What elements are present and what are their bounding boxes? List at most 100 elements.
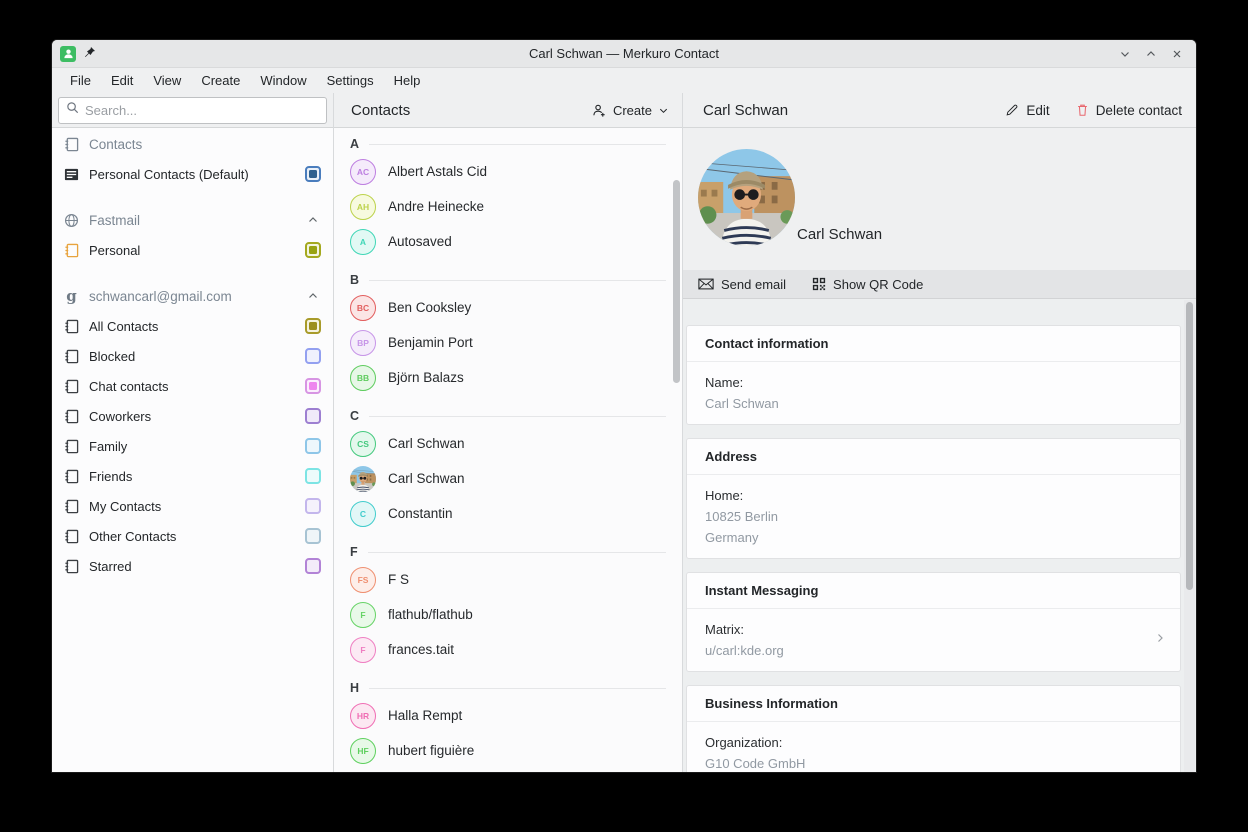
contact-list-item[interactable]: FS F S bbox=[334, 562, 682, 597]
collection-checkbox[interactable] bbox=[305, 468, 321, 484]
chevron-up-icon[interactable] bbox=[304, 288, 321, 305]
minimize-button[interactable] bbox=[1116, 45, 1134, 63]
sidebar-item-label: Personal bbox=[89, 242, 141, 258]
address-book-icon bbox=[63, 498, 80, 515]
send-email-button[interactable]: Send email bbox=[698, 277, 786, 292]
envelope-icon bbox=[698, 278, 714, 290]
address-book-orange-icon bbox=[63, 242, 80, 259]
contact-list-item[interactable]: AC Albert Astals Cid bbox=[334, 154, 682, 189]
contact-list-item[interactable]: BP Benjamin Port bbox=[334, 325, 682, 360]
detail-card: Contact information Name: Carl Schwan bbox=[686, 325, 1181, 425]
create-button-label: Create bbox=[612, 102, 652, 118]
contact-list-item[interactable]: HR Halla Rempt bbox=[334, 698, 682, 733]
sidebar-item[interactable]: Blocked bbox=[52, 341, 333, 371]
chevron-up-icon[interactable] bbox=[304, 212, 321, 229]
collection-checkbox[interactable] bbox=[305, 348, 321, 364]
collection-checkbox[interactable] bbox=[305, 242, 321, 258]
detail-scrollbar[interactable] bbox=[1186, 302, 1193, 590]
sidebar-group-header[interactable]: g schwancarl@gmail.com bbox=[52, 281, 333, 311]
trash-icon bbox=[1077, 104, 1087, 116]
sidebar-item-label: Blocked bbox=[89, 348, 136, 364]
delete-contact-button[interactable]: Delete contact bbox=[1076, 103, 1182, 118]
section-letter: C bbox=[350, 409, 360, 423]
detail-title: Carl Schwan bbox=[703, 101, 789, 119]
contact-name-label: flathub/flathub bbox=[388, 607, 473, 622]
detail-card: Address Home: 10825 Berlin Germany bbox=[686, 438, 1181, 559]
contact-initials-avatar: F bbox=[350, 601, 376, 628]
app-window: Carl Schwan — Merkuro Contact File Edit Vi… bbox=[52, 40, 1196, 772]
detail-card-title: Address bbox=[687, 439, 1180, 475]
pin-icon[interactable] bbox=[84, 45, 96, 63]
collection-checkbox[interactable] bbox=[305, 558, 321, 574]
sidebar-item-label: Personal Contacts (Default) bbox=[89, 166, 249, 182]
field-value: Germany bbox=[705, 530, 759, 545]
collection-checkbox[interactable] bbox=[305, 528, 321, 544]
contact-list-item[interactable]: AH Andre Heinecke bbox=[334, 189, 682, 224]
contact-name-label: Björn Balazs bbox=[388, 370, 464, 385]
contact-name-label: Halla Rempt bbox=[388, 708, 463, 723]
search-input[interactable] bbox=[85, 102, 319, 118]
sidebar-group-header[interactable]: Contacts bbox=[52, 129, 333, 159]
create-button[interactable]: Create bbox=[592, 103, 669, 118]
contact-list-item[interactable]: BB Björn Balazs bbox=[334, 360, 682, 395]
search-box[interactable] bbox=[58, 96, 327, 124]
detail-field[interactable]: Matrix: u/carl:kde.org bbox=[687, 609, 1180, 671]
menu-item-window[interactable]: Window bbox=[260, 73, 307, 88]
sidebar-item[interactable]: Personal Contacts (Default) bbox=[52, 159, 333, 189]
menu-item-create[interactable]: Create bbox=[201, 73, 241, 88]
address-book-icon bbox=[63, 558, 80, 575]
sidebar-item[interactable]: All Contacts bbox=[52, 311, 333, 341]
menu-item-help[interactable]: Help bbox=[393, 73, 421, 88]
maximize-button[interactable] bbox=[1142, 45, 1160, 63]
collection-checkbox[interactable] bbox=[305, 408, 321, 424]
detail-card-title: Business Information bbox=[687, 686, 1180, 722]
sidebar-item[interactable]: Personal bbox=[52, 235, 333, 265]
sidebar-item-label: My Contacts bbox=[89, 498, 162, 514]
sidebar-group-label: schwancarl@gmail.com bbox=[89, 288, 232, 304]
collection-checkbox[interactable] bbox=[305, 318, 321, 334]
contact-initials-avatar: BC bbox=[350, 294, 376, 321]
contact-list-item[interactable]: HF hubert figuière bbox=[334, 733, 682, 768]
sidebar-item[interactable]: Starred bbox=[52, 551, 333, 581]
sidebar-item[interactable]: Chat contacts bbox=[52, 371, 333, 401]
contact-toolbar: Send email Show QR Code bbox=[683, 270, 1196, 299]
sidebar-item-label: Friends bbox=[89, 468, 133, 484]
contact-list-item[interactable]: CS Carl Schwan bbox=[334, 426, 682, 461]
contact-list-item[interactable]: C Constantin bbox=[334, 496, 682, 531]
field-value: G10 Code GmbH bbox=[705, 756, 806, 771]
collection-checkbox[interactable] bbox=[305, 438, 321, 454]
sidebar-item[interactable]: Other Contacts bbox=[52, 521, 333, 551]
window-title: Carl Schwan — Merkuro Contact bbox=[528, 46, 719, 61]
sidebar-item[interactable]: My Contacts bbox=[52, 491, 333, 521]
contact-list-item[interactable]: Carl Schwan bbox=[334, 461, 682, 496]
detail-card: Business Information Organization: G10 Cod… bbox=[686, 685, 1181, 772]
contacts-scrollbar[interactable] bbox=[673, 180, 680, 383]
menu-item-file[interactable]: File bbox=[70, 73, 91, 88]
collection-checkbox[interactable] bbox=[305, 498, 321, 514]
contact-list-item[interactable]: BC Ben Cooksley bbox=[334, 290, 682, 325]
edit-button[interactable]: Edit bbox=[1005, 103, 1050, 118]
menu-item-edit[interactable]: Edit bbox=[110, 73, 134, 88]
contact-initials-avatar: F bbox=[350, 636, 376, 663]
collection-checkbox[interactable] bbox=[305, 166, 321, 182]
contact-list-item[interactable]: A Autosaved bbox=[334, 224, 682, 259]
collection-checkbox[interactable] bbox=[305, 378, 321, 394]
sidebar-item[interactable]: Coworkers bbox=[52, 401, 333, 431]
sidebar-item[interactable]: Friends bbox=[52, 461, 333, 491]
search-icon bbox=[66, 101, 79, 119]
show-qr-button[interactable]: Show QR Code bbox=[812, 277, 923, 292]
detail-field: Home: 10825 Berlin Germany bbox=[687, 475, 1180, 558]
sidebar-item[interactable]: Family bbox=[52, 431, 333, 461]
close-button[interactable] bbox=[1168, 45, 1186, 63]
section-letter: F bbox=[350, 545, 358, 559]
address-book-icon bbox=[63, 378, 80, 395]
contact-name-label: Albert Astals Cid bbox=[388, 164, 488, 179]
contact-name-label: Carl Schwan bbox=[388, 436, 465, 451]
address-book-icon bbox=[63, 468, 80, 485]
sidebar-group-header[interactable]: Fastmail bbox=[52, 205, 333, 235]
menu-item-settings[interactable]: Settings bbox=[326, 73, 374, 88]
menu-item-view[interactable]: View bbox=[153, 73, 182, 88]
field-label: Matrix: bbox=[705, 622, 744, 637]
